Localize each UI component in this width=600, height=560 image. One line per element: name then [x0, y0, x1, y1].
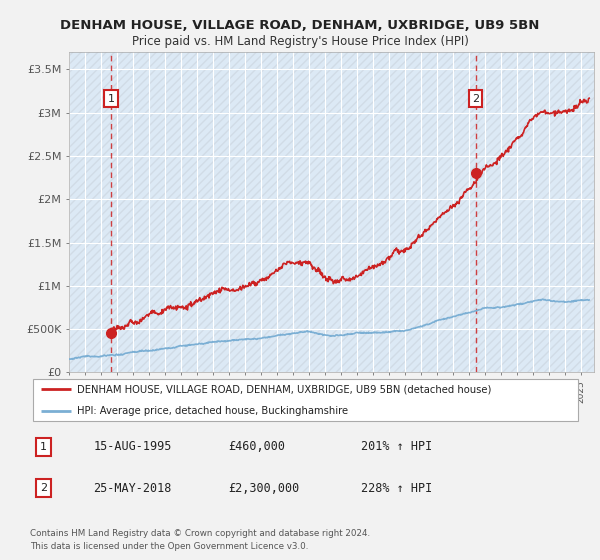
- Text: £460,000: £460,000: [229, 440, 286, 453]
- Text: 201% ↑ HPI: 201% ↑ HPI: [361, 440, 433, 453]
- Text: DENHAM HOUSE, VILLAGE ROAD, DENHAM, UXBRIDGE, UB9 5BN: DENHAM HOUSE, VILLAGE ROAD, DENHAM, UXBR…: [61, 18, 539, 32]
- FancyBboxPatch shape: [33, 379, 578, 421]
- Text: 2: 2: [40, 483, 47, 493]
- Text: 1: 1: [107, 94, 115, 104]
- Text: 15-AUG-1995: 15-AUG-1995: [94, 440, 172, 453]
- Text: Price paid vs. HM Land Registry's House Price Index (HPI): Price paid vs. HM Land Registry's House …: [131, 35, 469, 49]
- Text: 25-MAY-2018: 25-MAY-2018: [94, 482, 172, 494]
- Text: Contains HM Land Registry data © Crown copyright and database right 2024.
This d: Contains HM Land Registry data © Crown c…: [30, 529, 370, 550]
- Text: DENHAM HOUSE, VILLAGE ROAD, DENHAM, UXBRIDGE, UB9 5BN (detached house): DENHAM HOUSE, VILLAGE ROAD, DENHAM, UXBR…: [77, 384, 491, 394]
- Text: HPI: Average price, detached house, Buckinghamshire: HPI: Average price, detached house, Buck…: [77, 407, 348, 416]
- Text: 2: 2: [472, 94, 479, 104]
- Text: 228% ↑ HPI: 228% ↑ HPI: [361, 482, 433, 494]
- Text: 1: 1: [40, 442, 47, 451]
- Text: £2,300,000: £2,300,000: [229, 482, 300, 494]
